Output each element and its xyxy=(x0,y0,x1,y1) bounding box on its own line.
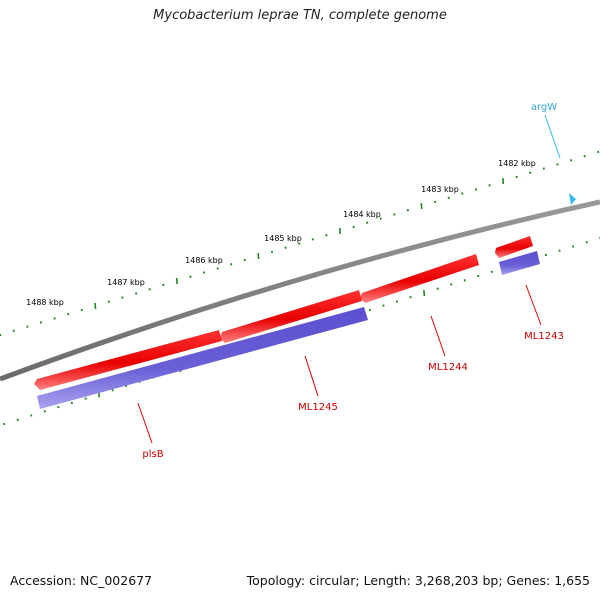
leader-line-argW xyxy=(544,114,561,159)
scale-label: 1488 kbp xyxy=(26,298,64,307)
gene-labels: argW ML1243 ML1244 ML1245 plsB xyxy=(142,102,563,460)
scale-label: 1484 kbp xyxy=(343,210,381,219)
outer-scale-ticks xyxy=(0,150,600,337)
gene-label-ML1244[interactable]: ML1244 xyxy=(428,362,468,373)
translation-plsB-ML1245[interactable] xyxy=(37,307,368,409)
scale-label: 1485 kbp xyxy=(264,234,302,243)
scale-label: 1487 kbp xyxy=(107,278,145,287)
gene-feature-ML1245[interactable] xyxy=(220,290,362,343)
translation-ML1243[interactable] xyxy=(499,251,540,275)
gene-label-argW[interactable]: argW xyxy=(531,102,557,113)
scale-label: 1482 kbp xyxy=(498,159,536,168)
gene-label-plsB[interactable]: plsB xyxy=(142,449,163,460)
scale-labels: 1482 kbp 1483 kbp 1484 kbp 1485 kbp 1486 kbp… xyxy=(26,159,536,307)
accession-text: Accession: NC_002677 xyxy=(10,573,153,588)
leader-line-ML1243 xyxy=(525,284,542,326)
gene-label-ML1243[interactable]: ML1243 xyxy=(524,331,564,342)
leader-line-ML1244 xyxy=(430,315,446,357)
gene-feature-ML1243[interactable] xyxy=(495,236,533,258)
genome-summary-text: Topology: circular; Length: 3,268,203 bp… xyxy=(246,573,590,588)
cds-features xyxy=(34,236,533,390)
scale-label: 1483 kbp xyxy=(421,185,459,194)
leader-lines xyxy=(137,114,561,444)
gene-label-ML1245[interactable]: ML1245 xyxy=(298,402,338,413)
leader-line-ML1245 xyxy=(304,355,319,397)
map-title: Mycobacterium leprae TN, complete genome xyxy=(153,8,447,23)
genome-backbone xyxy=(0,199,600,382)
translation-features xyxy=(37,251,540,409)
gene-feature-plsB[interactable] xyxy=(34,330,222,390)
gene-feature-argW[interactable] xyxy=(569,193,576,205)
leader-line-plsB xyxy=(137,402,153,444)
gene-feature-ML1244[interactable] xyxy=(360,254,479,303)
scale-label: 1486 kbp xyxy=(185,256,223,265)
